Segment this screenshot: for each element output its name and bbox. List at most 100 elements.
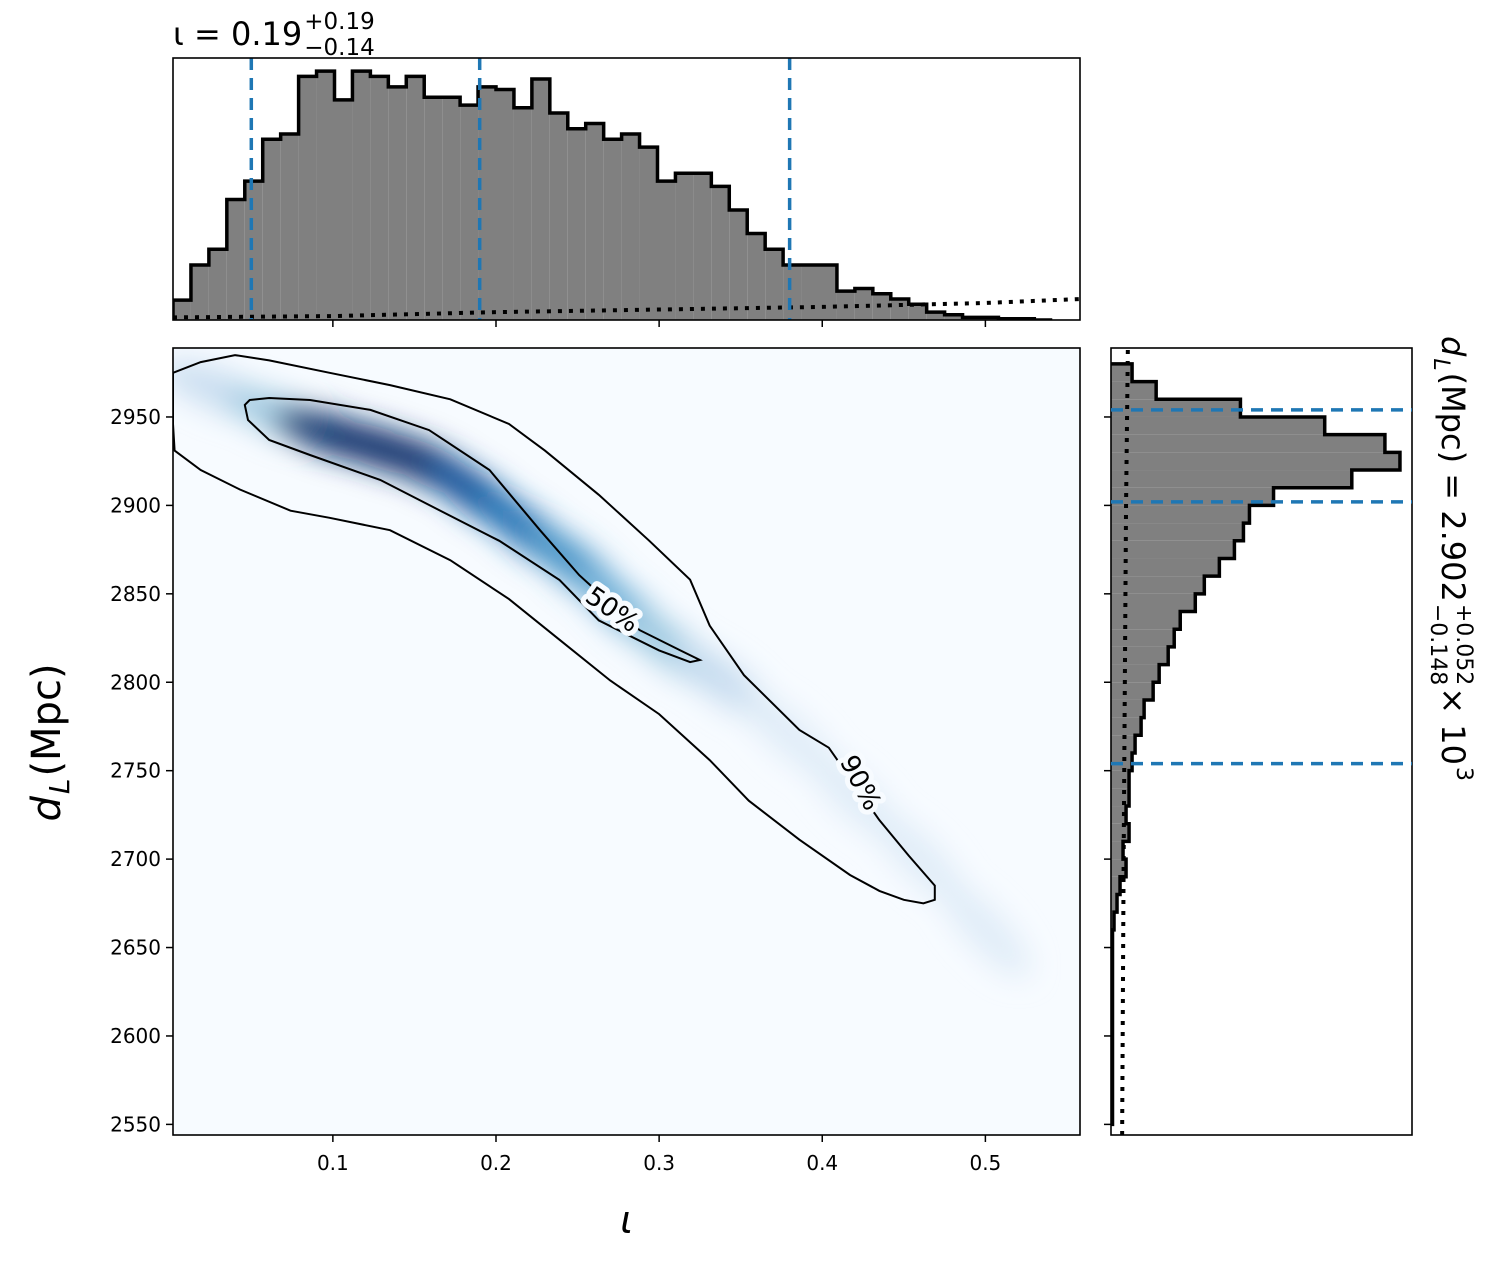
- y-tick-label: 2600: [110, 1024, 161, 1048]
- title-sub: −0.14: [304, 35, 374, 61]
- hist-bar: [1111, 452, 1400, 471]
- prior-line: [173, 297, 1080, 320]
- y-tick-label: 2900: [110, 493, 161, 517]
- hist-bar: [513, 107, 532, 320]
- hist-bar: [711, 186, 730, 320]
- hist-bar: [1111, 682, 1154, 700]
- hist-bar: [460, 105, 479, 320]
- hist-bar: [621, 133, 640, 320]
- top-histogram: [173, 58, 1080, 320]
- hist-bar: [316, 71, 335, 320]
- hist-bar: [729, 209, 748, 320]
- x-tick-label: 0.3: [643, 1151, 675, 1175]
- hist-bar: [1111, 894, 1118, 913]
- x-tick-label: 0.1: [317, 1151, 349, 1175]
- density-background: [173, 348, 1080, 1135]
- contour-line: [243, 396, 703, 664]
- hist-bar: [639, 147, 658, 320]
- hist-bar: [1111, 611, 1181, 630]
- hist-bar: [1111, 629, 1175, 647]
- hist-bar: [783, 264, 802, 320]
- y-tick-label: 2850: [110, 582, 161, 606]
- hist-outline: [173, 69, 1053, 320]
- hist-bar: [657, 181, 676, 320]
- hist-bar: [1111, 558, 1220, 577]
- hist-bar: [1111, 470, 1352, 488]
- hist-bar: [1111, 363, 1133, 382]
- side-label-sub: L: [1428, 358, 1453, 370]
- hist-bar: [262, 139, 281, 320]
- hist-bar: [854, 288, 873, 320]
- hist-bar: [388, 86, 407, 320]
- hist-bar: [1111, 381, 1157, 400]
- top-frame: [172, 57, 1081, 321]
- hist-bar: [334, 99, 353, 320]
- hist-bar: [190, 264, 209, 320]
- side-label-exp: 3: [1451, 767, 1476, 781]
- hist-bar: [747, 233, 766, 320]
- hist-bar: [173, 300, 191, 320]
- density-cell: [940, 882, 1030, 978]
- right-frame: [1110, 347, 1413, 1136]
- hist-bar: [1111, 505, 1250, 524]
- hist-bar: [1111, 434, 1385, 453]
- hist-bar: [765, 249, 784, 320]
- title-main: ι = 0.19: [173, 15, 302, 53]
- hist-bar: [370, 76, 389, 320]
- hist-bar: [495, 89, 514, 320]
- hist-bar: [352, 71, 371, 320]
- hist-bar: [442, 97, 461, 320]
- hist-bar: [926, 312, 945, 320]
- hist-bar: [1111, 788, 1130, 807]
- y-tick-label: 2700: [110, 847, 161, 871]
- density-cell: [874, 812, 966, 906]
- hist-bar: [298, 76, 317, 320]
- prior-line: [1120, 348, 1130, 1135]
- hist-bar: [1111, 735, 1136, 753]
- x-tick-label: 0.4: [806, 1151, 838, 1175]
- hist-bar: [1111, 770, 1130, 789]
- hist-bar: [567, 128, 586, 320]
- hist-bar: [908, 304, 927, 320]
- x-tick-label: 0.2: [480, 1151, 512, 1175]
- hist-bar: [1111, 806, 1127, 824]
- hist-bar: [1111, 416, 1325, 435]
- main-frame: [172, 347, 1081, 1136]
- y-label-rest: (Mpc): [24, 663, 70, 776]
- hist-bar: [549, 113, 568, 320]
- hist-bar: [944, 314, 963, 320]
- hist-bar: [1111, 664, 1160, 683]
- hist-bar: [1111, 576, 1205, 594]
- x-axis-label: ι: [620, 1198, 633, 1242]
- hist-bar: [585, 123, 604, 320]
- y-tick-label: 2800: [110, 670, 161, 694]
- hist-bar: [1111, 646, 1169, 665]
- hist-bar: [424, 97, 443, 320]
- hist-bar: [1111, 823, 1130, 842]
- hist-bar: [280, 133, 299, 320]
- hist-bar: [406, 76, 425, 320]
- side-label-tail: × 10: [1434, 687, 1472, 765]
- hist-bar: [1111, 841, 1124, 860]
- title-sup: +0.19: [304, 9, 374, 35]
- contour-line: [173, 354, 936, 905]
- side-label-sub2: −0.148: [1425, 604, 1450, 685]
- hist-bar: [1111, 540, 1235, 559]
- y-tick-label: 2750: [110, 759, 161, 783]
- hist-bar: [208, 249, 227, 320]
- hist-bar: [818, 264, 837, 320]
- hist-bar: [801, 264, 819, 320]
- density: [173, 354, 1030, 978]
- hist-bar: [1111, 859, 1127, 877]
- hist-bar: [1111, 876, 1121, 895]
- hist-bar: [693, 173, 712, 320]
- hist-bar: [872, 293, 891, 320]
- title: ι = 0.19 +0.19−0.14: [173, 9, 375, 61]
- y-tick-label: 2650: [110, 936, 161, 960]
- hist-bar: [244, 181, 263, 320]
- hist-bar: [890, 299, 909, 320]
- side-label-sup: +0.052: [1451, 604, 1476, 685]
- hist-bar: [1111, 752, 1133, 771]
- hist-bar: [675, 173, 694, 320]
